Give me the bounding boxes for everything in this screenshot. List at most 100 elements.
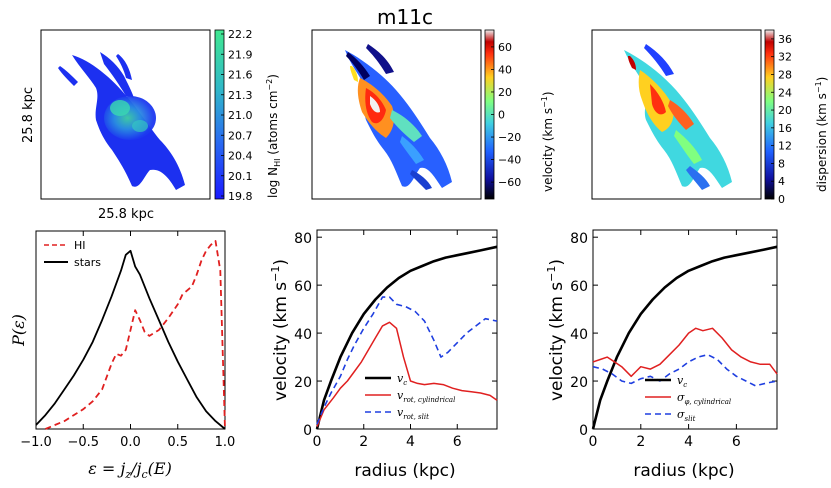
- dispersion-map-image: [624, 44, 732, 190]
- hi-colorbar-tick-label: 20.1: [228, 170, 253, 183]
- p-epsilon-ylabel: P(ε): [9, 314, 28, 347]
- dispersion-profile-xlabel: radius (kpc): [633, 461, 734, 481]
- dispersion-profile-legend-label: σφ, cylindrical: [677, 391, 731, 406]
- dispersion-colorbar-ticks: 36 32 28 24 20 16 12 8 4 0: [771, 33, 792, 206]
- hi-colorbar-tick-label: 21.0: [228, 109, 253, 122]
- velocity-colorbar-tick-label: −60: [498, 176, 521, 189]
- p-epsilon-series: [35, 240, 226, 430]
- rotation-curve-xtick-label: 6: [453, 434, 462, 450]
- dispersion-colorbar-label-sup: −1: [814, 81, 823, 93]
- rotation-curve-ytick-label: 80: [294, 231, 312, 247]
- velocity-map: 60 40 20 0 −20 −40 −60 velocity (km s−1): [311, 29, 555, 200]
- velocity-colorbar-label: velocity (km s−1): [540, 91, 555, 192]
- rotation-curve-legend-sub: c: [403, 379, 407, 387]
- rotation-curve-legend-label: vrot, cylindrical: [397, 389, 455, 404]
- rotation-curve-xtick-label: 0: [313, 434, 322, 450]
- p-epsilon-xtick-label: −1.0: [20, 435, 52, 450]
- hi-colorbar-label-end: ): [266, 74, 280, 79]
- velocity-colorbar-tick-label: 40: [498, 63, 512, 76]
- hi-colorbar-tick-label: 19.8: [228, 190, 253, 203]
- dispersion-colorbar: [764, 29, 775, 200]
- hi-map-xlabel: 25.8 kpc: [98, 207, 154, 222]
- p-epsilon-legend: HI stars: [44, 239, 101, 269]
- rotation-curve-series-line: [316, 296, 498, 425]
- dispersion-profile-series: [591, 245, 778, 430]
- rotation-curve-ytick-label: 60: [294, 279, 312, 295]
- dispersion-profile-xtick-label: 4: [684, 434, 693, 450]
- p-epsilon-series-line: [35, 249, 226, 430]
- dispersion-profile-ytick-label: 20: [570, 375, 588, 391]
- hi-map-image: [58, 52, 185, 190]
- dispersion-profile-legend-sub: c: [683, 381, 687, 389]
- dispersion-profile-ytick-label: 40: [570, 327, 588, 343]
- p-epsilon-xtick-label: 0.5: [167, 435, 188, 450]
- dispersion-colorbar-tick-label: 8: [778, 157, 785, 170]
- velocity-colorbar-tick-label: 0: [498, 109, 505, 122]
- rotation-curve-series: [315, 245, 498, 430]
- dispersion-profile-ylabel: velocity (km s−1): [545, 259, 567, 401]
- dispersion-profile-xtick-label: 0: [589, 434, 598, 450]
- p-epsilon-series-line: [45, 240, 226, 430]
- rotation-curve-xlabel: radius (kpc): [354, 461, 455, 481]
- dispersion-colorbar-tick-label: 20: [778, 104, 792, 117]
- velocity-colorbar-tick-label: −20: [498, 131, 521, 144]
- rotation-curve-ytick-label: 20: [294, 375, 312, 391]
- velocity-colorbar-tick-label: 60: [498, 41, 512, 54]
- dispersion-profile-legend-sub: φ, cylindrical: [685, 398, 732, 406]
- figure-title: m11c: [377, 5, 433, 29]
- dispersion-colorbar-tick-label: 28: [778, 68, 792, 81]
- legend-stars: stars: [74, 256, 101, 269]
- rotation-curve-ytick-label: 0: [303, 423, 312, 439]
- p-epsilon-chart: −1.0 −0.5 0.0 0.5 1.0 P(ε) ε = jz/jc(E) HI s…: [9, 230, 235, 481]
- rotation-curve-xtick-label: 2: [359, 434, 368, 450]
- dispersion-colorbar-tick-label: 36: [778, 33, 792, 46]
- dispersion-profile-ytick-label: 60: [570, 279, 588, 295]
- rotation-curve-legend-sub: rot, slit: [403, 413, 429, 421]
- velocity-colorbar-tick-label: 20: [498, 86, 512, 99]
- hi-colorbar-label-unit: (atoms cm: [266, 91, 280, 155]
- hi-colorbar-tick-label: 20.7: [228, 129, 253, 142]
- rotation-curve-ylabel: velocity (km s−1): [269, 259, 291, 401]
- dispersion-profile-series-line: [592, 353, 778, 387]
- legend-hi: HI: [74, 239, 86, 252]
- rotation-curve-legend-label: vc: [397, 372, 407, 387]
- p-epsilon-xticks: −1.0 −0.5 0.0 0.5 1.0: [20, 231, 235, 450]
- dispersion-colorbar-label-end: ): [815, 77, 829, 82]
- dispersion-colorbar-tick-label: 0: [778, 193, 785, 206]
- rotation-curve-series-line: [315, 245, 498, 430]
- p-epsilon-xtick-label: 0.0: [120, 435, 141, 450]
- dispersion-colorbar-label-main: dispersion (km s: [815, 93, 829, 192]
- dispersion-profile-legend-sub: slit: [685, 415, 696, 423]
- hi-colorbar-ticks: 22.2 21.9 21.6 21.3 21.0 20.7 20.4 20.1 19.8: [221, 28, 253, 203]
- dispersion-colorbar-tick-label: 4: [778, 175, 785, 188]
- hi-colorbar-tick-label: 21.3: [228, 89, 253, 102]
- hi-colorbar-tick-label: 21.9: [228, 48, 253, 61]
- dispersion-profile-series-line: [592, 327, 778, 378]
- p-epsilon-xlabel: ε = jz/jc(E): [88, 459, 172, 481]
- velocity-colorbar-label-sup: −1: [540, 96, 549, 108]
- hi-colorbar-tick-label: 22.2: [228, 28, 253, 41]
- dispersion-profile-ytick-label: 0: [579, 423, 588, 439]
- dispersion-profile-legend: vc σφ, cylindrical σslit: [645, 374, 731, 423]
- dispersion-profile-ytick-label: 80: [570, 231, 588, 247]
- rotation-curve-ytick-label: 40: [294, 327, 312, 343]
- dispersion-colorbar-tick-label: 16: [778, 122, 792, 135]
- dispersion-profile-legend-label: vc: [677, 374, 687, 389]
- velocity-colorbar-tick-label: −40: [498, 154, 521, 167]
- hi-colorbar-label: log NHI (atoms cm−2): [265, 74, 282, 198]
- hi-colorbar-label-main: log N: [266, 167, 280, 198]
- hi-map-ylabel: 25.8 kpc: [21, 87, 36, 143]
- hi-colorbar-label-sub: HI: [273, 159, 282, 167]
- dispersion-colorbar-tick-label: 24: [778, 86, 792, 99]
- hi-colorbar: [214, 29, 225, 200]
- dispersion-profile-xtick-label: 6: [732, 434, 741, 450]
- rotation-curve-series-line: [316, 321, 498, 427]
- dispersion-profile-legend-label: σslit: [677, 408, 696, 423]
- p-epsilon-xtick-label: 1.0: [215, 435, 236, 450]
- dispersion-colorbar-label: dispersion (km s−1): [814, 77, 829, 192]
- hi-colorbar-label-sup: −2: [265, 79, 274, 91]
